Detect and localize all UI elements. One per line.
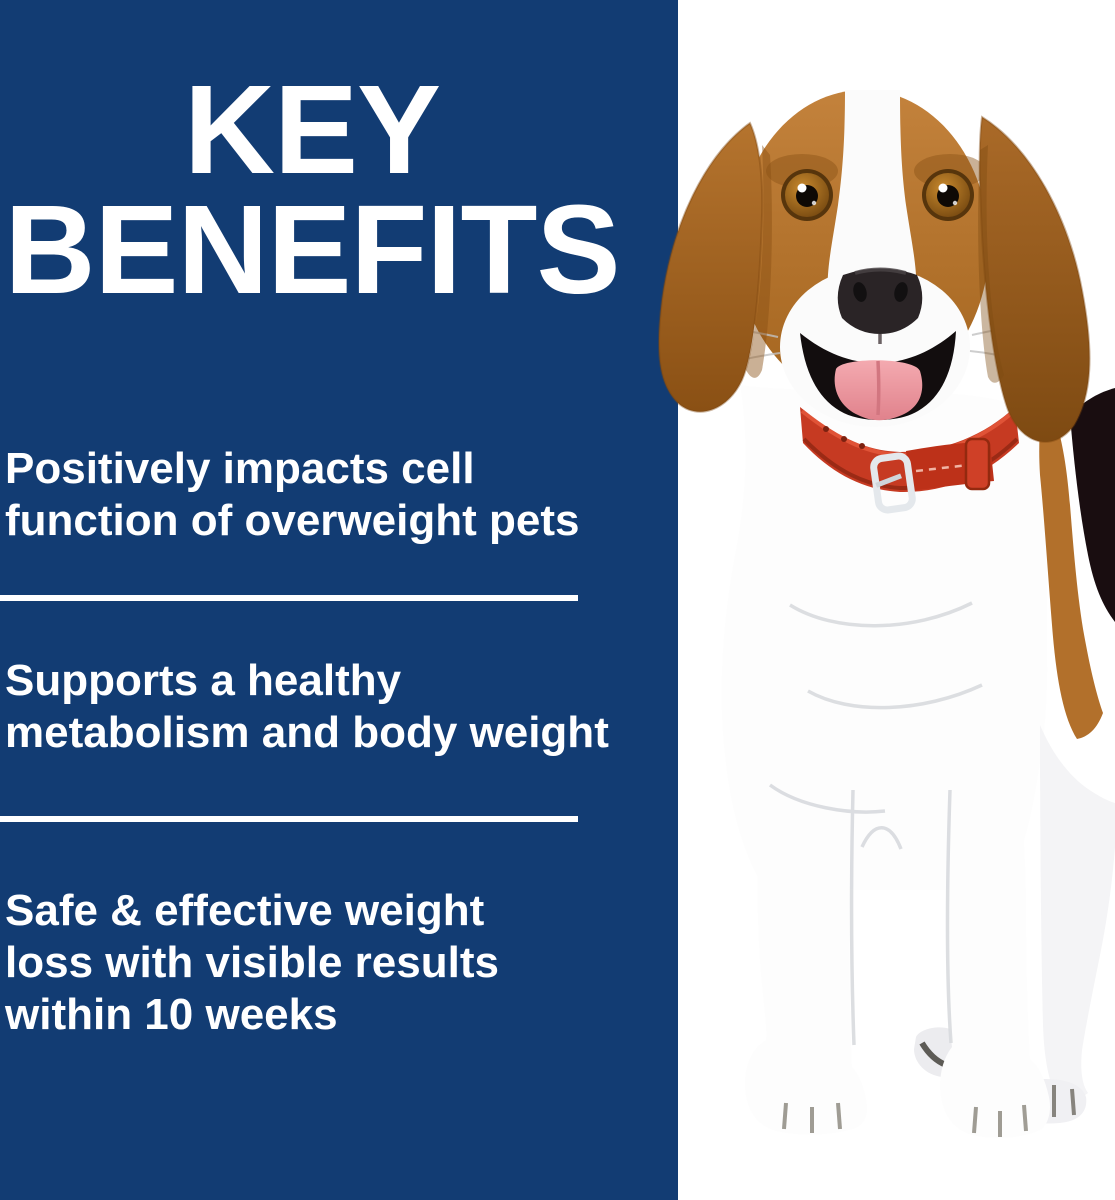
blue-panel: KEY BENEFITS Positively impacts cell fun… (0, 0, 678, 1200)
benefit-1: Positively impacts cell function of over… (5, 443, 579, 547)
dog-body (721, 385, 1048, 890)
benefit-3: Safe & effective weight loss with visibl… (5, 885, 499, 1041)
dog-left-eye (781, 169, 833, 221)
divider-line-2 (0, 816, 578, 822)
title-line-2: BENEFITS (4, 179, 620, 320)
dog-saddle-black-patch (1070, 388, 1115, 622)
benefit-2: Supports a healthy metabolism and body w… (5, 655, 609, 759)
benefit-3-line-2: loss with visible results (5, 938, 499, 987)
dog-front-paw-toes (782, 1102, 1028, 1137)
title-line-1: KEY (183, 59, 441, 200)
dog-right-ear (978, 115, 1091, 443)
collar-keeper-loop (964, 437, 991, 491)
page-title: KEY BENEFITS (0, 59, 624, 320)
dog-hind-leg (1040, 725, 1115, 1099)
dog-front-left-leg (744, 775, 868, 1135)
dog-left-ear (657, 121, 764, 413)
dog-fur-shading-lines (768, 601, 983, 1046)
dog-nose (837, 267, 923, 334)
benefit-1-line-1: Positively impacts cell (5, 444, 475, 493)
benefit-2-line-2: metabolism and body weight (5, 708, 609, 757)
benefit-3-line-3: within 10 weeks (5, 990, 338, 1039)
benefit-1-line-2: function of overweight pets (5, 496, 580, 545)
dog-collar (800, 407, 1019, 514)
dog-tan-flank-stripe (1039, 401, 1103, 739)
dog-tongue-crease (876, 360, 881, 416)
benefit-2-line-1: Supports a healthy (5, 656, 402, 705)
benefit-3-line-1: Safe & effective weight (5, 886, 485, 935)
divider-line-1 (0, 595, 578, 601)
dog-white-blaze (827, 90, 917, 297)
dog-left-ear-shading (746, 145, 772, 378)
beagle-dog-photo (657, 90, 1115, 1138)
dog-head (657, 90, 1091, 443)
dog-right-ear-shading (978, 145, 1004, 383)
collar-buckle (870, 452, 916, 514)
dog-right-eye (922, 169, 974, 221)
dog-front-right-leg (940, 775, 1050, 1138)
